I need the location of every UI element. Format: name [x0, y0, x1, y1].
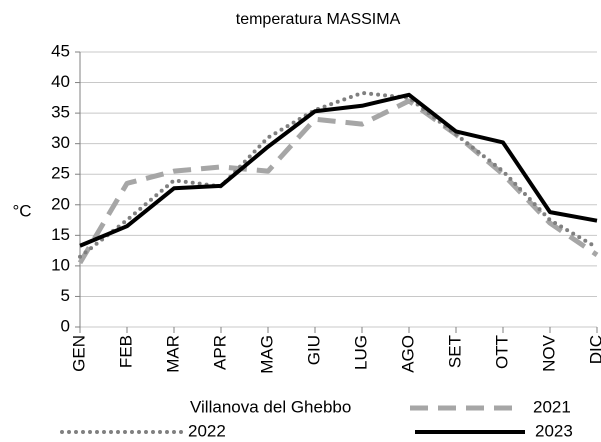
x-tick-label: GEN [69, 335, 88, 372]
x-tick-label: AGO [398, 335, 417, 373]
y-tick-label: 20 [51, 194, 70, 213]
y-tick-label: 25 [51, 164, 70, 183]
y-tick-label: 35 [51, 103, 70, 122]
x-tick-label: MAG [257, 335, 276, 374]
y-tick-label: 30 [51, 133, 70, 152]
x-tick-label: FEB [116, 335, 135, 368]
legend-title: Villanova del Ghebbo [190, 397, 351, 416]
x-tick-label: NOV [539, 334, 558, 372]
x-tick-label: LUG [351, 335, 370, 370]
series-line [79, 92, 598, 248]
legend-label: 2022 [188, 421, 226, 440]
x-tick-label: APR [210, 335, 229, 370]
series-line [77, 98, 599, 265]
x-tick-label: GIU [304, 335, 323, 365]
y-tick-label: 45 [51, 41, 70, 60]
legend-label: 2021 [533, 397, 571, 416]
y-tick-label: 10 [51, 255, 70, 274]
legend-label: 2023 [535, 421, 573, 440]
x-tick-label: MAR [163, 335, 182, 373]
y-axis-label: °C [12, 201, 31, 220]
x-tick-label: SET [445, 335, 464, 368]
x-tick-label: OTT [492, 335, 511, 369]
y-tick-label: 40 [51, 72, 70, 91]
x-tick-label: DIC [586, 335, 601, 364]
y-tick-label: 5 [61, 286, 70, 305]
y-tick-label: 0 [61, 316, 70, 335]
chart-title: temperatura MASSIMA [236, 11, 401, 28]
y-tick-label: 15 [51, 225, 70, 244]
series-line [78, 90, 599, 259]
